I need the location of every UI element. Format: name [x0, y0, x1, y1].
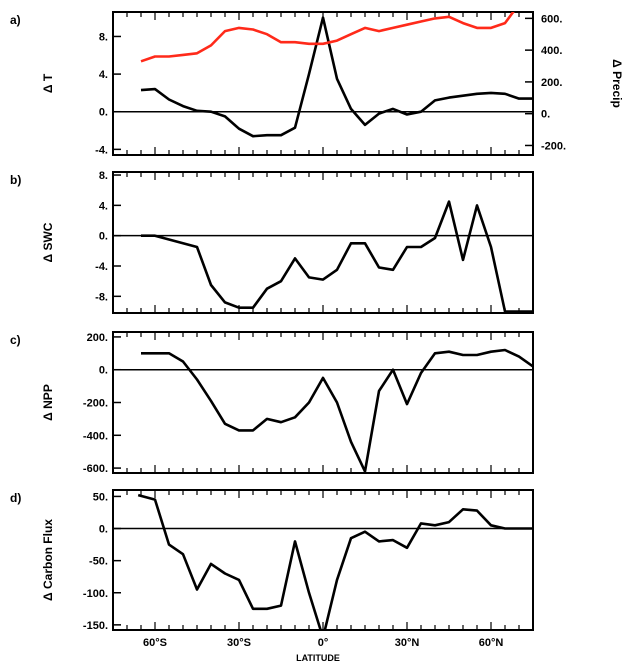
- plot-frame: [112, 11, 534, 156]
- y-right-tick-label: 200.: [541, 77, 562, 89]
- y-tick-label: -4.: [95, 261, 108, 273]
- y-tick-label: 0.: [99, 231, 108, 243]
- y-tick-label: -150.: [83, 620, 108, 632]
- panel-label: b): [10, 173, 21, 187]
- y-tick-label: -100.: [83, 588, 108, 600]
- y-tick-label: -200.: [83, 398, 108, 410]
- panel-4: -150. -100. -50. 0. 50. Δ Carbon Flux d) 60°S 30…: [10, 489, 534, 663]
- panel-label: a): [10, 13, 21, 27]
- panel-2: -8. -4. 0. 4. 8. Δ SWC b): [10, 170, 534, 314]
- y-tick-label: 200.: [87, 332, 108, 344]
- y-tick-label: -4.: [95, 144, 108, 156]
- series-line-dPrecip: [140, 12, 515, 63]
- x-tick-label: 30°N: [395, 637, 420, 649]
- panel-label: c): [10, 333, 21, 347]
- y-tick-label: 0.: [99, 524, 108, 536]
- panel-1: -4. 0. 4. 8. -200. 0. 200. 400. 600. Δ Precip Δ T a…: [10, 11, 624, 156]
- y-tick-label: -600.: [83, 463, 108, 475]
- y-tick-label: 4.: [99, 200, 108, 212]
- y-axis-label: Δ T: [41, 73, 55, 93]
- y-axis-label: Δ NPP: [41, 384, 55, 421]
- y-tick-label: 50.: [93, 491, 108, 503]
- y-tick-label: 8.: [99, 31, 108, 43]
- y-axis-label: Δ SWC: [41, 222, 55, 262]
- x-tick-label: 60°S: [143, 637, 167, 649]
- y-tick-label: 0.: [99, 107, 108, 119]
- y-axis-label: Δ Carbon Flux: [41, 519, 55, 601]
- series-line-dT: [140, 16, 533, 138]
- y-right-axis-label: Δ Precip: [610, 59, 624, 108]
- panel-3: -600. -400. -200. 0. 200. Δ NPP c): [10, 331, 534, 475]
- series-line-0: [141, 348, 533, 473]
- y-tick-label: -400.: [83, 430, 108, 442]
- y-right-tick-label: 600.: [541, 13, 562, 25]
- y-tick-label: 0.: [99, 365, 108, 377]
- y-tick-label: -50.: [89, 556, 108, 568]
- y-tick-label: 4.: [99, 69, 108, 81]
- series-line-0: [137, 493, 533, 630]
- y-tick-label: -8.: [95, 291, 108, 303]
- panel-label: d): [10, 491, 21, 505]
- plot-frame: [112, 331, 534, 474]
- y-tick-label: 8.: [99, 170, 108, 182]
- x-tick-label: 60°N: [479, 637, 504, 649]
- x-tick-label: 30°S: [227, 637, 251, 649]
- y-right-tick-label: 0.: [541, 109, 550, 121]
- x-tick-label: 0°: [318, 637, 329, 649]
- series-line-0: [141, 200, 533, 313]
- x-axis-label: LATITUDE: [296, 653, 340, 663]
- y-right-tick-label: 400.: [541, 45, 562, 57]
- y-right-tick-label: -200.: [541, 140, 566, 152]
